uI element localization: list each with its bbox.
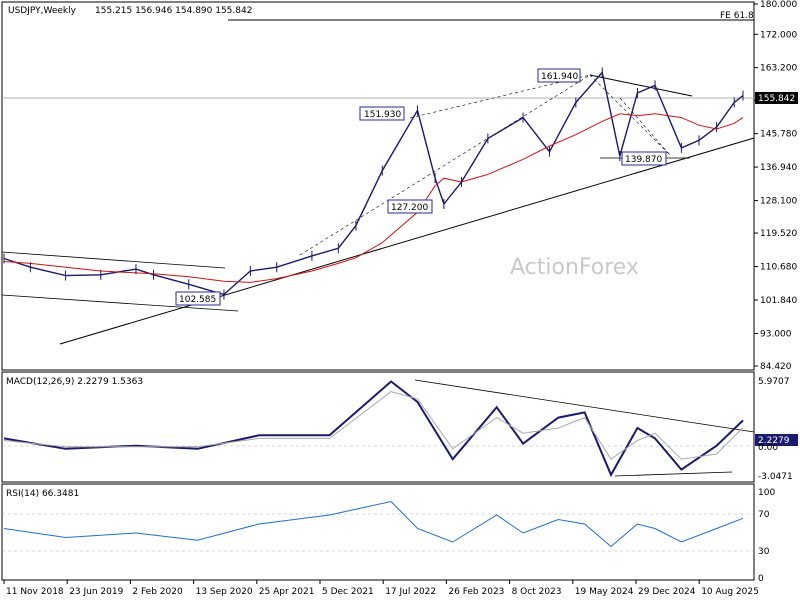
rsi-title: RSI(14) 66.3481 — [6, 489, 79, 499]
svg-text:102.585: 102.585 — [179, 295, 216, 305]
annotation-127200: 127.200 — [387, 199, 433, 214]
x-axis-label: 8 Oct 2023 — [512, 587, 562, 597]
macd-axis-zero: 0.00 — [758, 443, 778, 453]
macd-line — [3, 380, 744, 478]
chart-header-symbol: USDJPY,Weekly — [8, 6, 77, 16]
x-axis-label: 25 Apr 2021 — [259, 587, 315, 597]
rsi-axis: 100 70 30 0 — [758, 488, 775, 584]
descending-top-line — [589, 74, 693, 97]
annotation-102585: 102.585 — [175, 291, 221, 306]
x-axis-label: 17 Jul 2022 — [385, 587, 436, 597]
price-axis-label: 136.940 — [760, 163, 797, 173]
watermark: ActionForex — [510, 255, 639, 280]
annotation-139870: 139.870 — [621, 151, 667, 166]
rsi-line — [3, 500, 744, 548]
macd-signal-line — [3, 391, 744, 460]
macd-panel — [1, 371, 755, 483]
rsi-panel — [1, 483, 755, 581]
price-axis-label: 145.780 — [760, 130, 797, 140]
channel-lower-line — [1, 294, 239, 312]
x-axis-label: 2 Feb 2020 — [132, 587, 183, 597]
price-axis-label: 163.200 — [760, 64, 797, 74]
x-axis-label: 19 May 2024 — [575, 587, 634, 597]
x-axis-label: 11 Nov 2018 — [6, 587, 64, 597]
x-axis-label: 29 Dec 2024 — [638, 587, 696, 597]
price-axis-label: 128.100 — [760, 197, 797, 207]
x-axis-label: 23 Jun 2019 — [69, 587, 123, 597]
macd-title: MACD(12,26,9) 2.2279 1.5363 — [6, 377, 143, 387]
svg-text:161.940: 161.940 — [541, 72, 578, 82]
chart-header-ohlc: 155.215 156.946 154.890 155.842 — [95, 6, 252, 16]
svg-text:127.200: 127.200 — [391, 203, 428, 213]
macd-axis-top: 5.9707 — [758, 377, 790, 387]
price-axis-label: 84.420 — [760, 362, 792, 372]
macd-axis: 5.9707 2.2279 0.00 -3.0471 — [755, 377, 798, 482]
macd-resistance-line — [414, 379, 755, 433]
x-axis-label: 5 Dec 2021 — [322, 587, 374, 597]
dashed-retrace-2 — [619, 97, 671, 156]
annotation-151930: 151.930 — [359, 106, 405, 121]
macd-support-line — [614, 471, 733, 477]
price-axis-label: 101.840 — [760, 296, 797, 306]
price-axis-label: 119.520 — [760, 229, 797, 239]
x-axis-label: 10 Aug 2025 — [701, 587, 759, 597]
x-axis-label: 26 Feb 2023 — [448, 587, 504, 597]
rising-trendline — [59, 137, 755, 345]
price-axis-label: 93.000 — [760, 330, 792, 340]
macd-axis-current: 2.2279 — [758, 436, 790, 446]
dashed-channel-mid — [409, 74, 591, 119]
x-axis: 11 Nov 2018 23 Jun 2019 2 Feb 2020 13 Sep 2… — [3, 580, 759, 597]
rsi-axis-70: 70 — [758, 510, 770, 520]
svg-text:151.930: 151.930 — [364, 110, 401, 120]
price-axis-label: 172.000 — [760, 30, 797, 40]
price-axis-label: 110.680 — [760, 263, 797, 273]
svg-text:155.842: 155.842 — [758, 94, 795, 104]
rsi-axis-0: 0 — [758, 574, 764, 584]
rsi-axis-100: 100 — [758, 488, 775, 498]
channel-upper-line — [1, 251, 226, 269]
price-axis-label: 180.000 — [760, 0, 797, 10]
fe-label: FE 61.8 — [720, 11, 754, 21]
annotation-161940: 161.940 — [537, 68, 581, 83]
macd-axis-bottom: -3.0471 — [758, 472, 793, 482]
x-axis-label: 13 Sep 2020 — [196, 587, 253, 597]
dashed-channel-top — [299, 74, 591, 256]
price-panel — [1, 1, 755, 371]
svg-text:139.870: 139.870 — [625, 155, 662, 165]
current-price-tag: 155.842 — [755, 92, 798, 104]
rsi-axis-30: 30 — [758, 547, 770, 557]
price-axis: 180.000172.000163.200154.620145.780136.9… — [754, 0, 797, 372]
